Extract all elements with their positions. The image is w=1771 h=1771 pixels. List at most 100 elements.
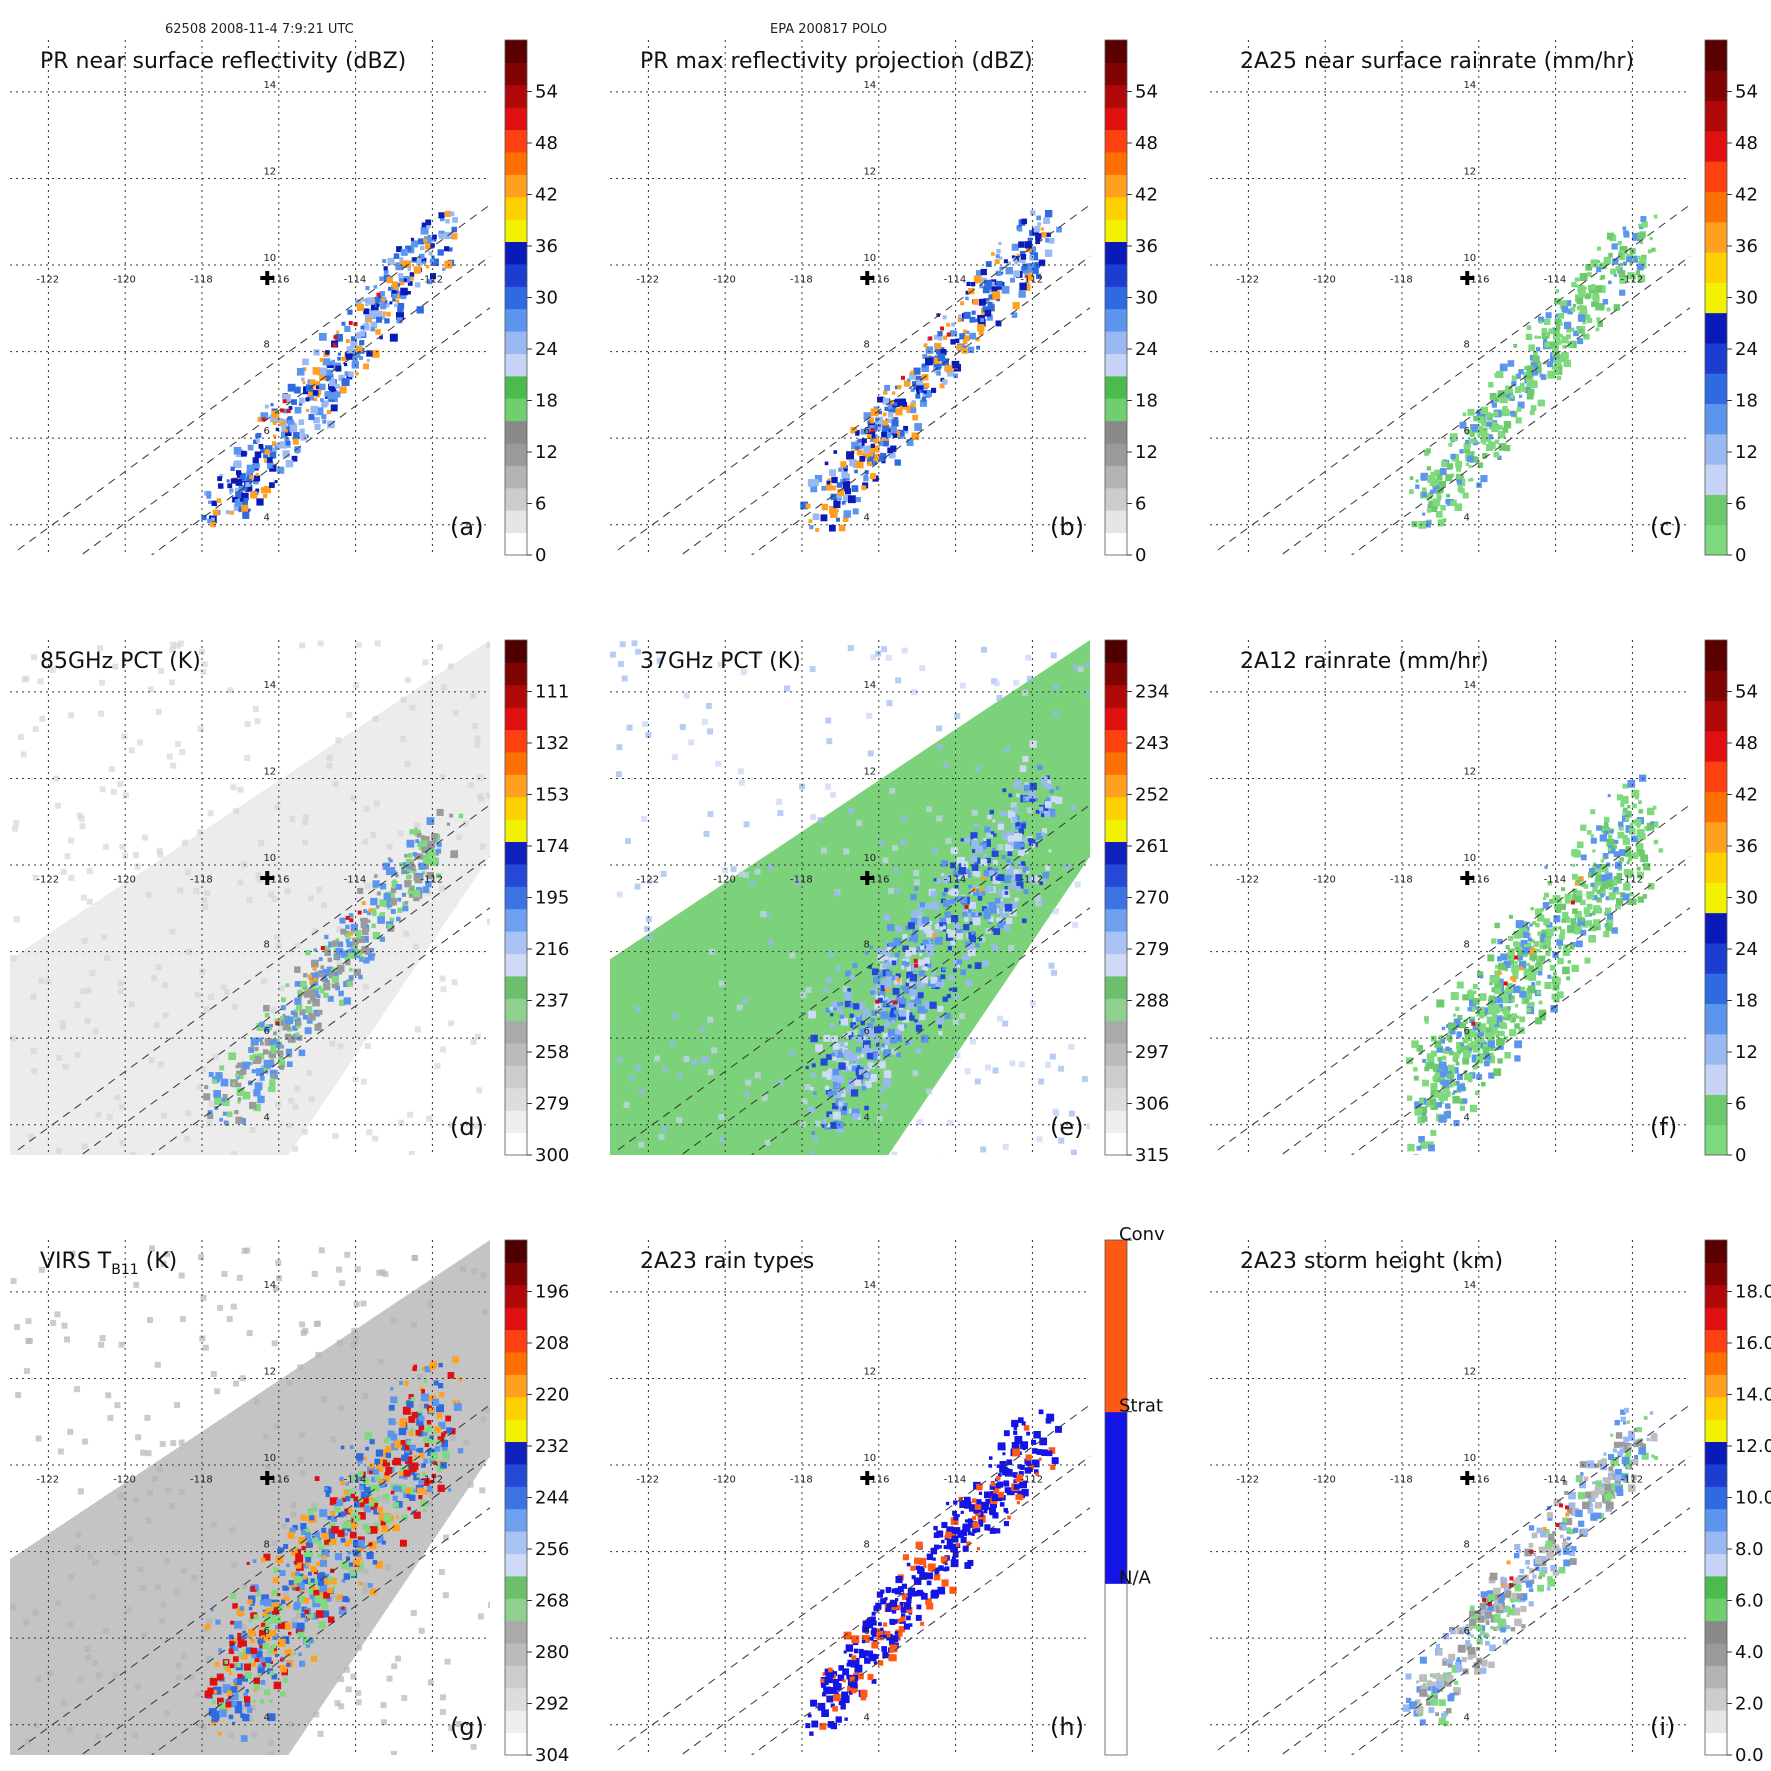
lon-tick-label: -116 [267, 874, 290, 885]
precip-cell [984, 309, 992, 317]
pixel-cell [862, 1014, 869, 1021]
precip-cell [1499, 363, 1508, 372]
pixel-cell [81, 1143, 88, 1150]
precip-cell [269, 452, 276, 459]
precip-cell [450, 850, 459, 859]
precip-cell [1514, 961, 1518, 965]
precip-cell [958, 867, 967, 875]
precip-cell [1514, 1055, 1521, 1062]
pixel-cell [226, 1316, 233, 1323]
precip-cell [272, 447, 277, 453]
precip-cell [409, 1464, 417, 1473]
precip-cell [1573, 330, 1579, 337]
precip-cell [863, 474, 868, 480]
precip-cell [421, 257, 427, 263]
pixel-cell [21, 676, 28, 683]
precip-cell [347, 952, 355, 960]
pixel-cell [480, 1416, 487, 1423]
core-cell [320, 945, 325, 950]
pixel-cell [346, 711, 353, 718]
pixel-cell [160, 1260, 167, 1267]
precip-cell [944, 1013, 951, 1020]
colorbar-segment [1105, 863, 1127, 887]
precip-cell [280, 1044, 285, 1049]
core-cell [319, 358, 324, 363]
precip-cell [1453, 1119, 1460, 1127]
pixel-cell [86, 898, 93, 905]
precip-cell [1441, 1093, 1449, 1101]
pixel-cell [292, 1103, 299, 1110]
precip-cell [275, 1050, 280, 1054]
precip-cell [919, 399, 928, 407]
precip-cell [350, 1522, 358, 1530]
precip-cell [365, 285, 370, 291]
precip-cell [240, 1735, 248, 1742]
precip-cell [204, 1623, 211, 1630]
precip-cell [992, 860, 998, 865]
precip-cell [379, 899, 387, 907]
precip-cell [1473, 1064, 1478, 1070]
pixel-cell [206, 1618, 213, 1625]
precip-cell [961, 347, 968, 354]
precip-cell [951, 330, 958, 337]
pixel-cell [316, 886, 323, 893]
precip-cell [1515, 373, 1521, 379]
precip-cell [1013, 807, 1019, 813]
precip-cell [1632, 803, 1637, 809]
pixel-cell [363, 805, 370, 812]
precip-cell [1430, 1082, 1438, 1091]
pixel-cell [964, 1068, 971, 1075]
precip-cell [416, 1487, 423, 1494]
precip-cell [983, 912, 991, 920]
precip-cell [216, 1697, 224, 1705]
precip-cell [362, 1477, 370, 1485]
pixel-cell [1064, 863, 1071, 870]
precip-cell [965, 290, 970, 295]
precip-cell [848, 1002, 854, 1009]
precip-cell [1015, 886, 1021, 892]
precip-cell [413, 1473, 420, 1480]
colorbar-segment [505, 510, 527, 534]
precip-cell [1504, 967, 1508, 972]
pixel-cell [442, 1592, 449, 1599]
precip-cell [923, 957, 930, 964]
precip-cell [888, 451, 896, 459]
precip-cell [1509, 394, 1515, 399]
precip-cell [1428, 1144, 1435, 1152]
pixel-cell [472, 723, 479, 730]
precip-cell [392, 1495, 398, 1501]
precip-cell [987, 301, 993, 307]
precip-cell [1437, 1077, 1441, 1082]
precip-cell [1578, 312, 1583, 317]
precip-cell [1545, 312, 1552, 319]
pixel-cell [645, 732, 652, 739]
precip-cell [1416, 1145, 1422, 1151]
precip-cell [413, 266, 422, 274]
precip-cell [1590, 834, 1594, 838]
precip-cell [1608, 834, 1613, 839]
precip-cell [1556, 939, 1564, 946]
pixel-cell [157, 851, 164, 858]
colorbar-segment [1105, 219, 1127, 243]
core-cell [261, 417, 266, 422]
precip-cell [213, 1686, 222, 1695]
precip-cell [830, 1013, 834, 1017]
precip-cell [995, 871, 1001, 877]
lat-tick-label: 14 [863, 680, 876, 691]
colorbar-segment [1705, 373, 1727, 405]
precip-cell [1014, 260, 1019, 265]
precip-cell [331, 376, 335, 380]
precip-cell [1447, 1064, 1455, 1072]
precip-cell [345, 938, 350, 943]
precip-cell [1030, 210, 1036, 216]
precip-cell [826, 1123, 831, 1128]
pixel-cell [789, 1049, 796, 1056]
colorbar-segment [1105, 1043, 1127, 1066]
precip-cell [1540, 374, 1547, 380]
precip-cell [234, 1705, 243, 1714]
precip-cell [974, 962, 982, 970]
precip-cell [407, 280, 413, 286]
precip-cell [313, 1589, 320, 1596]
precip-cell [222, 1098, 230, 1107]
precip-cell [972, 885, 976, 890]
